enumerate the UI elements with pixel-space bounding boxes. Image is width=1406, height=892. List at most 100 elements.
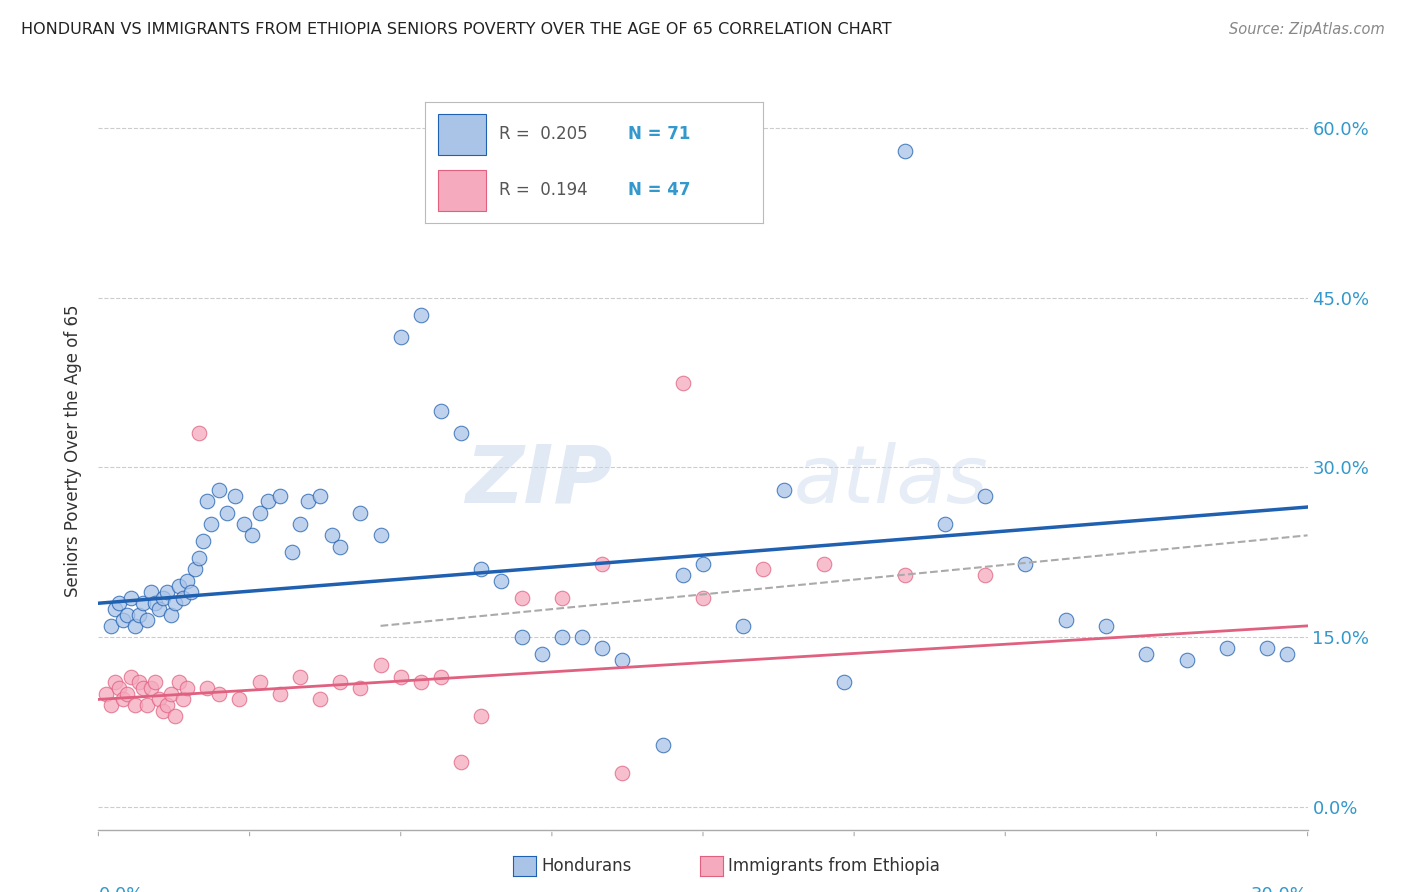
Point: [195, 494, 218, 508]
Point: [160, 607, 183, 622]
Point: [409, 675, 432, 690]
Point: [120, 670, 142, 684]
Point: [450, 755, 472, 769]
Point: [309, 692, 332, 706]
Point: [974, 489, 997, 503]
Point: [551, 591, 574, 605]
Point: [269, 489, 291, 503]
Point: [1175, 653, 1198, 667]
Point: [135, 698, 157, 712]
Point: [156, 585, 179, 599]
Point: [188, 426, 211, 441]
Point: [733, 619, 755, 633]
Point: [893, 568, 915, 582]
Point: [200, 516, 222, 531]
Point: [591, 641, 613, 656]
Point: [128, 607, 150, 622]
Point: [510, 591, 533, 605]
Point: [224, 489, 246, 503]
Point: [107, 596, 129, 610]
Point: [111, 613, 134, 627]
Point: [143, 675, 166, 690]
Point: [893, 144, 915, 158]
Point: [139, 585, 162, 599]
Point: [249, 506, 271, 520]
Point: [107, 681, 129, 695]
Point: [470, 709, 492, 723]
Point: [349, 506, 371, 520]
Point: [143, 596, 166, 610]
Point: [115, 687, 138, 701]
Point: [409, 308, 432, 322]
Point: [103, 675, 125, 690]
Point: [530, 647, 553, 661]
Point: [934, 516, 956, 531]
Point: [152, 591, 174, 605]
Point: [120, 591, 142, 605]
Point: [167, 675, 190, 690]
Point: [329, 675, 352, 690]
Point: [128, 675, 150, 690]
Point: [430, 404, 453, 418]
Point: [1054, 613, 1077, 627]
Point: [591, 557, 613, 571]
Point: [111, 692, 134, 706]
Point: [232, 516, 254, 531]
Point: [297, 494, 319, 508]
Point: [370, 528, 392, 542]
Point: [510, 630, 533, 644]
Point: [152, 704, 174, 718]
Point: [269, 687, 291, 701]
Point: [139, 681, 162, 695]
Point: [172, 591, 194, 605]
Point: [180, 585, 202, 599]
Point: [193, 533, 215, 548]
Point: [672, 376, 695, 390]
Point: [163, 709, 186, 723]
Point: [167, 579, 190, 593]
Point: [132, 596, 155, 610]
Point: [256, 494, 278, 508]
Point: [329, 540, 352, 554]
Point: [100, 619, 122, 633]
Point: [974, 568, 997, 582]
Point: [172, 692, 194, 706]
Point: [148, 602, 170, 616]
Point: [249, 675, 271, 690]
Point: [148, 692, 170, 706]
Point: [184, 562, 207, 576]
Point: [281, 545, 304, 559]
Point: [208, 483, 231, 497]
Text: Immigrants from Ethiopia: Immigrants from Ethiopia: [728, 857, 941, 875]
Point: [115, 607, 138, 622]
Point: [752, 562, 775, 576]
Point: [772, 483, 794, 497]
Text: Hondurans: Hondurans: [541, 857, 631, 875]
Text: HONDURAN VS IMMIGRANTS FROM ETHIOPIA SENIORS POVERTY OVER THE AGE OF 65 CORRELAT: HONDURAN VS IMMIGRANTS FROM ETHIOPIA SEN…: [21, 22, 891, 37]
Point: [163, 596, 186, 610]
Point: [1014, 557, 1036, 571]
Point: [1216, 641, 1239, 656]
Point: [692, 591, 714, 605]
Point: [124, 698, 146, 712]
Point: [551, 630, 574, 644]
Point: [651, 738, 673, 752]
Point: [321, 528, 343, 542]
Point: [692, 557, 714, 571]
Point: [103, 602, 125, 616]
Point: [672, 568, 695, 582]
Point: [160, 687, 183, 701]
Text: 0.0%: 0.0%: [98, 886, 143, 892]
Point: [612, 766, 634, 780]
Point: [832, 675, 855, 690]
Point: [240, 528, 263, 542]
Point: [208, 687, 231, 701]
Point: [188, 551, 211, 566]
Text: atlas: atlas: [793, 442, 988, 520]
Point: [288, 516, 311, 531]
Point: [389, 670, 412, 684]
Point: [370, 658, 392, 673]
Point: [450, 426, 472, 441]
Point: [124, 619, 146, 633]
Point: [571, 630, 593, 644]
